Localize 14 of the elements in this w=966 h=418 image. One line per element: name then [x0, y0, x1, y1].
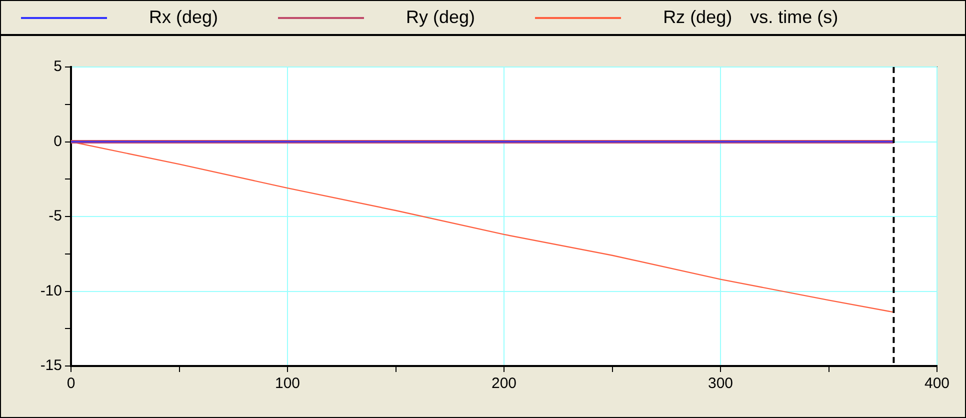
y-tick-label: -5 [48, 208, 62, 225]
x-tick-label: 200 [491, 375, 517, 392]
x-tick-label: 400 [924, 375, 950, 392]
x-axis-title: vs. time (s) [750, 7, 838, 28]
x-tick-label: 0 [66, 375, 76, 392]
y-tick-label: -15 [40, 357, 62, 374]
legend-label: Ry (deg) [406, 7, 476, 28]
y-tick-label: 5 [54, 58, 62, 76]
legend-label: Rx (deg) [149, 7, 218, 28]
x-tick-label: 100 [274, 375, 300, 392]
y-tick-label: 0 [54, 132, 62, 150]
y-tick-label: -10 [40, 282, 62, 300]
x-tick-label: 300 [708, 375, 734, 392]
legend-label: Rz (deg) [663, 7, 732, 28]
